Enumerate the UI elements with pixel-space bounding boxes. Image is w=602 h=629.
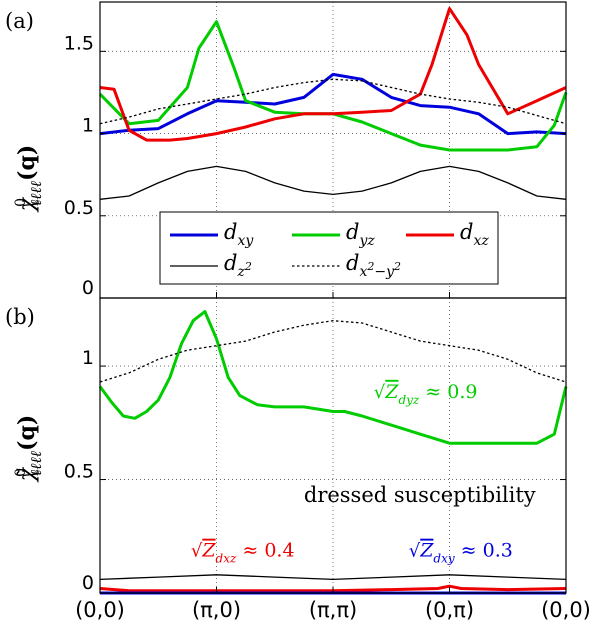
x-tick-label: (π,0): [192, 598, 241, 622]
y-tick-label: 1.5: [64, 32, 94, 54]
legend-box: [159, 211, 499, 285]
y-tick-label: 0.5: [64, 197, 94, 219]
series-line-dxy: [99, 320, 567, 383]
panel-a: 0 0.5 1 1.5 (a) χ0ℓℓℓℓ(q) dxy dyz dxz dz2 dx2−y2: [5, 1, 568, 299]
x-tick-label: (0,0): [541, 598, 591, 622]
series-group: [98, 7, 568, 200]
x-tick-label: (0,π): [425, 598, 474, 622]
legend-label: dz2: [224, 251, 252, 280]
panel-label: (b): [5, 305, 35, 329]
legend-label: dxy: [224, 220, 254, 249]
series-line-dxz: [99, 584, 567, 593]
legend-label: dyz: [346, 220, 375, 249]
panel-label: (a): [5, 9, 34, 33]
annotation: √Zdyz ≈ 0.9: [374, 381, 478, 407]
x-tick-label: (0,0): [75, 598, 125, 622]
y-tick-label: 1: [82, 115, 94, 137]
series-line-dxy: [99, 72, 567, 136]
series-line-dyz: [98, 310, 568, 445]
y-tick-label: 0.5: [64, 461, 94, 483]
x-tick-label: (π,π): [309, 598, 357, 622]
grid-lines: [100, 298, 566, 593]
annotation: √Zdxz ≈ 0.4: [191, 540, 295, 566]
series-line-dxy: [99, 78, 567, 125]
series-line-dz: [99, 574, 567, 581]
y-tick-label: 0: [82, 572, 94, 594]
annotation: dressed susceptibility: [304, 483, 536, 507]
series-line-dz: [99, 165, 567, 200]
y-tick-label: 1: [82, 347, 94, 369]
y-tick-label: 0: [82, 277, 94, 299]
series-line-dxz: [99, 7, 567, 142]
x-axis-tick-labels: (0,0) (π,0) (π,π) (0,π) (0,0): [75, 598, 591, 622]
legend-label: dx2−y2: [346, 251, 401, 280]
legend: dxy dyz dxz dz2 dx2−y2: [159, 211, 499, 285]
legend-label: dxz: [460, 220, 489, 249]
panel-b: 0 0.5 1 (b) χ̃0ℓℓℓℓ(q) dressed susceptibility…: [5, 297, 568, 595]
y-axis-label: χ0ℓℓℓℓ(q): [13, 145, 45, 213]
annotation: √Zdxy ≈ 0.3: [409, 540, 513, 566]
y-axis-label: χ̃0ℓℓℓℓ(q): [13, 415, 45, 483]
